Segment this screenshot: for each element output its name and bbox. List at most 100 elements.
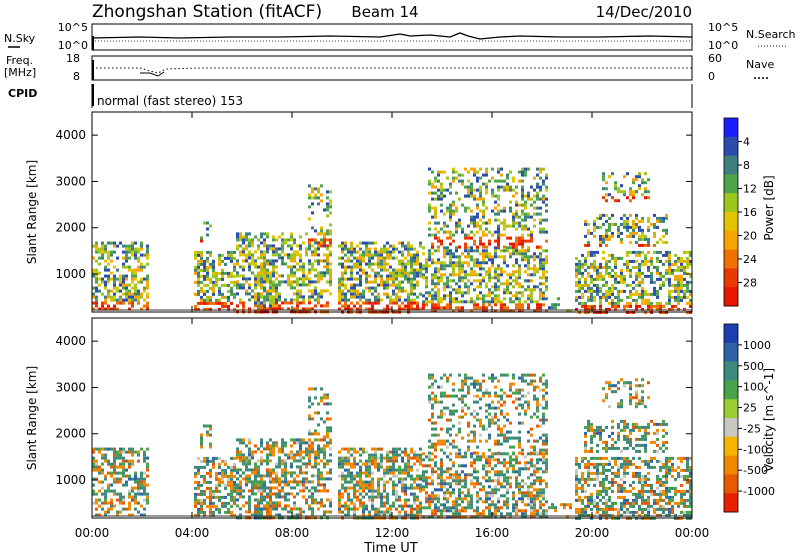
power-scatter-cell-1858 — [542, 276, 545, 280]
power-scatter-cell-2584 — [647, 304, 650, 308]
power-scatter-cell-2087 — [488, 218, 491, 222]
power-scatter-cell-971 — [338, 301, 341, 305]
power-scatter-cell-2464 — [614, 274, 617, 278]
power-scatter-cell-2054 — [479, 209, 482, 213]
velocity-scatter-cell-362 — [230, 492, 233, 496]
power-scatter-cell-1720 — [506, 306, 509, 310]
power-scatter-cell-435 — [242, 268, 245, 272]
power-scatter-cell-1079 — [359, 298, 362, 302]
power-scatter-cell-1900 — [434, 206, 437, 210]
velocity-scatter-cell-1511 — [455, 506, 458, 510]
power-scatter-cell-1292 — [404, 298, 407, 302]
velocity-scatter-cell-1311 — [410, 456, 413, 460]
power-scatter-cell-1615 — [482, 255, 485, 259]
power-scatter-cell-2315 — [578, 262, 581, 266]
power-scatter-cell-137 — [125, 274, 128, 278]
velocity-scatter-cell-1184 — [383, 471, 386, 475]
velocity-scatter-cell-1015 — [347, 513, 350, 517]
velocity-scatter-cell-99 — [116, 492, 119, 496]
power-scatter-cell-1666 — [494, 270, 497, 274]
velocity-scatter-cell-1616 — [485, 458, 488, 462]
velocity-scatter-cell-241 — [197, 507, 200, 511]
power-scatter-cell-2637 — [665, 253, 668, 257]
velocity-scatter-cell-520 — [263, 474, 266, 478]
velocity-scatter-cell-1370 — [422, 464, 425, 468]
power-scatter-cell-2421 — [602, 292, 605, 296]
power-scatter-cell-2864 — [659, 237, 662, 241]
power-scatter-cell-873 — [266, 277, 269, 281]
power-scatter-cell-2482 — [620, 268, 623, 272]
power-scatter-cell-2328 — [581, 262, 584, 266]
power-scatter-cell-1270 — [401, 253, 404, 257]
power-scatter-cell-1850 — [539, 309, 542, 313]
velocity-scatter-cell-25 — [98, 465, 101, 469]
velocity-scatter-cell-1732 — [512, 491, 515, 495]
velocity-scatter-cell-475 — [251, 471, 254, 475]
velocity-scatter-cell-98 — [116, 480, 119, 484]
power-scatter-cell-181 — [134, 274, 137, 278]
power-scatter-cell-2747 — [584, 234, 587, 238]
power-scatter-cell-1683 — [497, 279, 500, 283]
velocity-scatter-cell-1465 — [446, 467, 449, 471]
power-scatter-cell-641 — [287, 283, 290, 287]
velocity-scatter-cell-727 — [308, 447, 311, 451]
power-colorbar-segment-1 — [724, 136, 738, 157]
power-scatter-cell-1744 — [515, 249, 518, 253]
velocity-scatter-cell-200 — [143, 477, 146, 481]
power-scatter-cell-509 — [260, 250, 263, 254]
power-scatter-cell-959 — [329, 241, 332, 245]
velocity-scatter-cell-593 — [278, 513, 281, 517]
power-scatter-cell-2817 — [632, 222, 635, 226]
velocity-scatter-cell-140 — [128, 459, 131, 463]
velocity-scatter-cell-174 — [137, 450, 140, 454]
power-scatter-cell-411 — [236, 286, 239, 290]
power-scatter-cell-1518 — [458, 255, 461, 259]
power-scatter-cell-2199 — [521, 191, 524, 195]
velocity-scatter-cell-415 — [239, 459, 242, 463]
power-scatter-cell-869 — [266, 262, 269, 266]
power-scatter-cell-1512 — [455, 282, 458, 286]
power-scatter-cell-880 — [269, 283, 272, 287]
velocity-scatter-cell-327 — [221, 477, 224, 481]
power-scatter-cell-1824 — [533, 300, 536, 304]
power-scatter-cell-849 — [257, 298, 260, 302]
velocity-scatter-cell-1467 — [446, 476, 449, 480]
power-scatter-cell-2665 — [671, 289, 674, 293]
power-scatter-cell-2913 — [635, 190, 638, 194]
power-scatter-cell-664 — [293, 250, 296, 254]
power-scatter-cell-2186 — [518, 203, 521, 207]
velocity-scatter-cell-830 — [329, 510, 332, 514]
power-scatter-cell-1647 — [488, 288, 491, 292]
velocity-scatter-cell-1133 — [371, 498, 374, 502]
velocity-scatter-cell-1697 — [503, 476, 506, 480]
power-scatter-cell-837 — [254, 277, 257, 281]
power-scatter-cell-219 — [143, 304, 146, 308]
power-scatter-cell-1302 — [407, 271, 410, 275]
velocity-scatter-cell-1548 — [464, 485, 467, 489]
power-scatter-cell-734 — [308, 262, 311, 266]
velocity-scatter-cell-389 — [206, 433, 209, 437]
power-scatter-cell-840 — [254, 298, 257, 302]
power-scatter-cell-450 — [245, 256, 248, 260]
velocity-scatter-cell-869 — [266, 468, 269, 472]
power-scatter-cell-2690 — [677, 289, 680, 293]
power-colorbar-label-6: 28 — [743, 277, 757, 290]
power-scatter-cell-299 — [206, 307, 209, 311]
velocity-scatter-cell-1154 — [377, 465, 380, 469]
power-scatter-cell-1118 — [368, 286, 371, 290]
power-scatter-cell-1669 — [494, 282, 497, 286]
velocity-scatter-cell-1750 — [515, 512, 518, 516]
power-scatter-cell-141 — [125, 289, 128, 293]
power-scatter-cell-2853 — [653, 222, 656, 226]
velocity-scatter-cell-1124 — [371, 462, 374, 466]
power-scatter-cell-375 — [230, 271, 233, 275]
velocity-scatter-cell-1564 — [470, 464, 473, 468]
power-scatter-cell-1614 — [482, 252, 485, 256]
power-scatter-cell-1728 — [509, 291, 512, 295]
velocity-scatter-cell-1447 — [440, 482, 443, 486]
power-scatter-cell-751 — [311, 265, 314, 269]
velocity-scatter-cell-864 — [263, 489, 266, 493]
velocity-scatter-cell-1528 — [458, 512, 461, 516]
velocity-scatter-cell-1867 — [545, 458, 548, 462]
velocity-scatter-cell-251 — [200, 501, 203, 505]
